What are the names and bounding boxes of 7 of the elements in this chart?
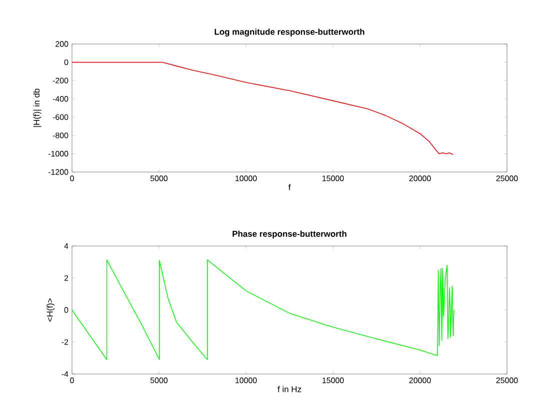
- x-axis-title: f in Hz: [278, 386, 302, 392]
- chart-title: Log magnitude response-butterworth: [214, 28, 364, 36]
- x-axis-title: f: [288, 184, 291, 190]
- y-axis-title: <H(f)>: [46, 298, 55, 322]
- y-axis-title: |H(f)| in db: [33, 88, 42, 127]
- line-series: [72, 259, 454, 360]
- chart-title: Phase response-butterworth: [232, 230, 346, 238]
